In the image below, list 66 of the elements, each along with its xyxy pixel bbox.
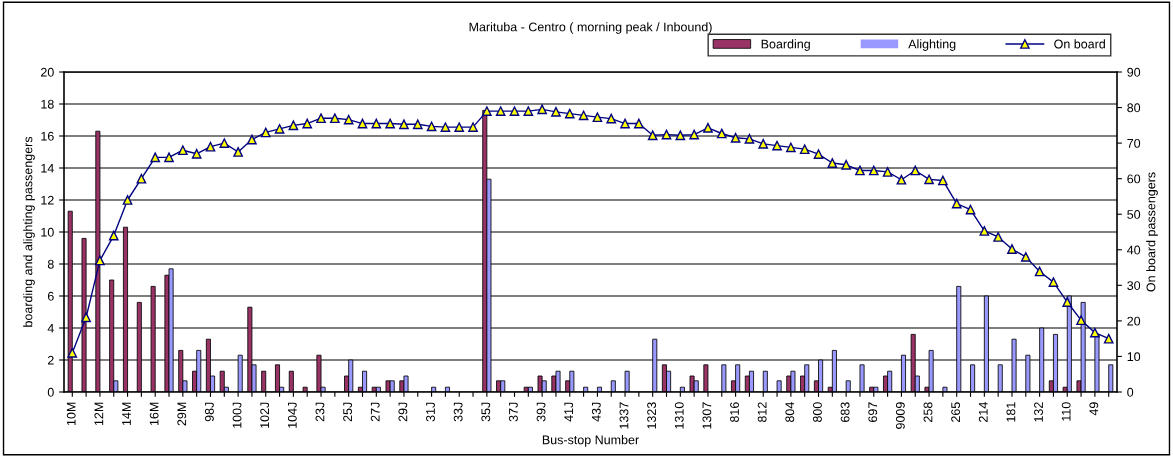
y-tick-label: 8 bbox=[47, 259, 54, 269]
y-tick-label: 10 bbox=[41, 227, 54, 237]
x-tick-label: 27J bbox=[370, 402, 380, 422]
x-tick-label: 104J bbox=[287, 402, 297, 428]
x-tick-label: 683 bbox=[840, 402, 850, 422]
y-tick-label: 14 bbox=[41, 163, 54, 173]
x-tick-label: 1310 bbox=[674, 402, 684, 429]
legend-label: On board bbox=[1054, 39, 1105, 49]
x-tick-label: 29M bbox=[177, 402, 187, 426]
x-tick-label: 31J bbox=[426, 402, 435, 422]
x-tick-label: 697 bbox=[868, 402, 878, 422]
y-tick-label: 0 bbox=[47, 387, 54, 397]
x-tick-label: 800 bbox=[813, 402, 822, 423]
legend-label: Alighting bbox=[908, 39, 956, 51]
x-tick-label: 110 bbox=[1061, 402, 1071, 421]
x-tick-label: 35J bbox=[481, 402, 491, 422]
x-tick-label: 265 bbox=[951, 402, 961, 422]
y2-tick-label: 90 bbox=[1127, 67, 1141, 77]
x-tick-label: 258 bbox=[923, 402, 933, 422]
y-tick-label: 16 bbox=[41, 131, 54, 141]
x-tick-label: 1337 bbox=[619, 402, 629, 429]
y2-axis-title: On board passengers bbox=[1146, 172, 1158, 292]
x-tick-label: 10M bbox=[66, 402, 76, 426]
x-tick-label: 1307 bbox=[702, 402, 712, 429]
x-tick-label: 812 bbox=[757, 402, 767, 423]
y-axis-title: boarding and alighting passengers bbox=[23, 136, 35, 327]
x-tick-label: 1323 bbox=[647, 402, 657, 429]
y-tick-label: 4 bbox=[47, 323, 54, 333]
y2-tick-label: 80 bbox=[1127, 103, 1141, 113]
x-tick-label: 214 bbox=[978, 402, 988, 422]
chart-title: Marituba - Centro ( morning peak / Inbound) bbox=[469, 22, 712, 34]
x-tick-label: 14M bbox=[122, 402, 131, 426]
legend-label: Boarding bbox=[761, 39, 810, 51]
y-tick-label: 20 bbox=[41, 67, 54, 77]
x-tick-label: 98J bbox=[204, 402, 214, 422]
x-tick-label: 9009 bbox=[895, 402, 905, 429]
y2-tick-label: 70 bbox=[1127, 138, 1141, 148]
y2-tick-label: 60 bbox=[1127, 174, 1141, 184]
y-tick-label: 2 bbox=[47, 355, 54, 365]
x-tick-label: 181 bbox=[1006, 402, 1016, 422]
x-axis-title: Bus-stop Number bbox=[542, 435, 639, 447]
x-tick-label: 25J bbox=[343, 402, 353, 422]
y2-tick-label: 20 bbox=[1127, 316, 1141, 326]
x-tick-label: 49 bbox=[1089, 402, 1099, 416]
x-tick-label: 816 bbox=[730, 402, 739, 423]
y-tick-label: 18 bbox=[41, 99, 54, 109]
x-tick-label: 16M bbox=[149, 402, 159, 426]
x-tick-label: 37J bbox=[509, 402, 518, 422]
y2-tick-label: 0 bbox=[1127, 387, 1134, 397]
y-tick-label: 6 bbox=[47, 291, 54, 301]
x-tick-label: 132 bbox=[1034, 402, 1043, 422]
x-tick-label: 100J bbox=[232, 402, 242, 428]
x-tick-label: 39J bbox=[536, 402, 546, 422]
x-tick-label: 33J bbox=[453, 402, 463, 422]
y2-tick-label: 30 bbox=[1127, 281, 1141, 290]
x-tick-label: 43J bbox=[591, 402, 601, 422]
y-tick-label: 12 bbox=[41, 195, 54, 205]
y2-tick-label: 10 bbox=[1127, 352, 1141, 362]
x-tick-label: 41J bbox=[564, 402, 574, 422]
x-tick-label: 12M bbox=[94, 402, 104, 426]
x-tick-label: 102J bbox=[260, 402, 270, 428]
x-tick-label: 29J bbox=[398, 402, 408, 422]
y2-tick-label: 50 bbox=[1127, 210, 1141, 219]
x-tick-label: 23J bbox=[315, 402, 325, 422]
x-tick-label: 804 bbox=[785, 402, 795, 423]
y2-tick-label: 40 bbox=[1127, 245, 1141, 255]
